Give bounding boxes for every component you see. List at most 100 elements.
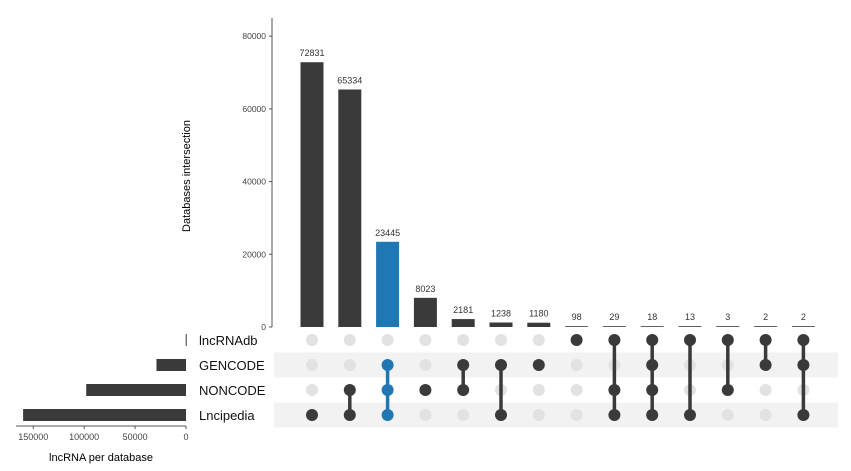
- matrix-dot-empty: [570, 359, 583, 371]
- x-tick-label: 50000: [123, 432, 148, 442]
- matrix-dot-filled: [343, 384, 356, 396]
- matrix-dot-empty: [495, 334, 507, 346]
- set-label: GENCODE: [199, 358, 265, 373]
- set-size-bars: [23, 334, 187, 421]
- matrix-dot-filled: [797, 409, 810, 421]
- set-size-bar: [23, 409, 186, 421]
- matrix-dot-filled: [721, 384, 734, 396]
- matrix-dot-empty: [381, 334, 394, 346]
- intersection-bar: [451, 319, 475, 327]
- bar-value-label: 8023: [415, 284, 435, 294]
- matrix-dot-filled: [570, 334, 583, 346]
- bar-value-label: 13: [685, 312, 695, 322]
- set-label: Lncipedia: [199, 408, 255, 423]
- matrix-dot-empty: [457, 334, 470, 346]
- matrix-dot-empty: [457, 409, 470, 421]
- bar-value-label: 23445: [375, 228, 400, 238]
- y-tick-label: 80000: [242, 31, 266, 41]
- bar-value-label: 18: [647, 312, 657, 322]
- matrix-dot-empty: [306, 384, 318, 396]
- matrix-dot-empty: [570, 384, 583, 396]
- intersection-bar: [489, 322, 513, 327]
- matrix-dot-empty: [721, 409, 734, 421]
- matrix-dot-filled: [646, 409, 659, 421]
- intersection-bar: [527, 322, 551, 327]
- matrix-dot-filled: [646, 359, 659, 371]
- intersection-bar: [791, 326, 815, 327]
- intersection-bar: [754, 326, 778, 327]
- matrix-dot-filled: [684, 334, 696, 346]
- bar-value-label: 29: [609, 312, 619, 322]
- y-axis-title: Databases intersection: [181, 120, 193, 232]
- matrix-dot-empty: [306, 334, 318, 346]
- intersection-bar: [376, 241, 400, 327]
- matrix-dot-filled: [457, 359, 470, 371]
- matrix-dot-filled: [646, 384, 659, 396]
- intersection-bar: [300, 62, 324, 328]
- bar-value-label: 2: [801, 312, 806, 322]
- matrix-dot-filled: [343, 409, 356, 421]
- matrix-dot-empty: [343, 359, 356, 371]
- matrix-dot-filled: [381, 409, 394, 421]
- bar-value-label: 98: [572, 312, 582, 322]
- matrix-dot-filled: [721, 334, 734, 346]
- matrix-dot-empty: [532, 334, 545, 346]
- matrix-dot-empty: [419, 334, 432, 346]
- bar-value-label: 1238: [491, 308, 511, 318]
- matrix-dot-empty: [532, 384, 545, 396]
- row-stripe: [274, 352, 838, 378]
- matrix-dot-filled: [608, 409, 621, 421]
- set-label: lncRNAdb: [199, 333, 258, 348]
- y-tick-label: 0: [261, 322, 266, 332]
- matrix-dot-filled: [381, 359, 394, 371]
- intersection-bar: [716, 326, 740, 327]
- matrix-dot-filled: [381, 384, 394, 396]
- intersection-bar: [602, 326, 626, 327]
- matrix-dot-filled: [646, 334, 659, 346]
- x-tick-label: 0: [183, 432, 188, 442]
- matrix-background: [274, 352, 838, 428]
- matrix-dot-filled: [797, 334, 810, 346]
- matrix-dot-empty: [759, 384, 772, 396]
- matrix-dot-empty: [570, 409, 583, 421]
- matrix-dot-filled: [797, 359, 810, 371]
- matrix-dot-empty: [419, 359, 432, 371]
- intersection-bar: [678, 326, 702, 327]
- intersection-bars: 72831 65334 23445 8023 2181 1238 1180 98 29 18 13 3…: [299, 48, 815, 328]
- intersection-y-axis: 0 20000 40000 60000 80000: [242, 18, 273, 332]
- bar-value-label: 3: [725, 312, 730, 322]
- matrix-dot-filled: [495, 359, 507, 371]
- matrix-dot-empty: [343, 334, 356, 346]
- matrix-dot-filled: [532, 359, 545, 371]
- set-size-bar: [156, 359, 186, 371]
- set-labels: lncRNAdb GENCODE NONCODE Lncipedia: [199, 333, 266, 423]
- y-tick-label: 20000: [242, 249, 266, 259]
- matrix-dot-empty: [419, 409, 432, 421]
- set-size-x-axis: 150000 100000 50000 0: [16, 425, 189, 442]
- matrix-dot-filled: [495, 409, 507, 421]
- intersection-bar: [565, 326, 589, 327]
- matrix-dot-filled: [608, 334, 621, 346]
- x-tick-label: 150000: [18, 432, 48, 442]
- intersection-bar: [338, 89, 362, 327]
- matrix-dot-filled: [759, 334, 772, 346]
- bar-value-label: 1180: [529, 309, 548, 319]
- intersection-bar: [413, 297, 437, 327]
- set-size-bar: [86, 384, 186, 396]
- bar-value-label: 72831: [299, 48, 324, 58]
- intersection-bar: [640, 326, 664, 327]
- matrix-dot-filled: [457, 384, 470, 396]
- bar-value-label: 65334: [337, 75, 362, 85]
- y-tick-label: 40000: [242, 177, 266, 187]
- x-tick-label: 100000: [69, 432, 99, 442]
- matrix-dot-filled: [684, 409, 696, 421]
- matrix-dot-empty: [532, 409, 545, 421]
- y-tick-label: 60000: [242, 104, 266, 114]
- matrix-dot-empty: [306, 359, 318, 371]
- row-stripe: [274, 402, 838, 428]
- bar-value-label: 2: [763, 312, 768, 322]
- matrix-dot-empty: [759, 409, 772, 421]
- x-axis-title: lncRNA per database: [49, 452, 153, 464]
- bar-value-label: 2181: [453, 305, 473, 315]
